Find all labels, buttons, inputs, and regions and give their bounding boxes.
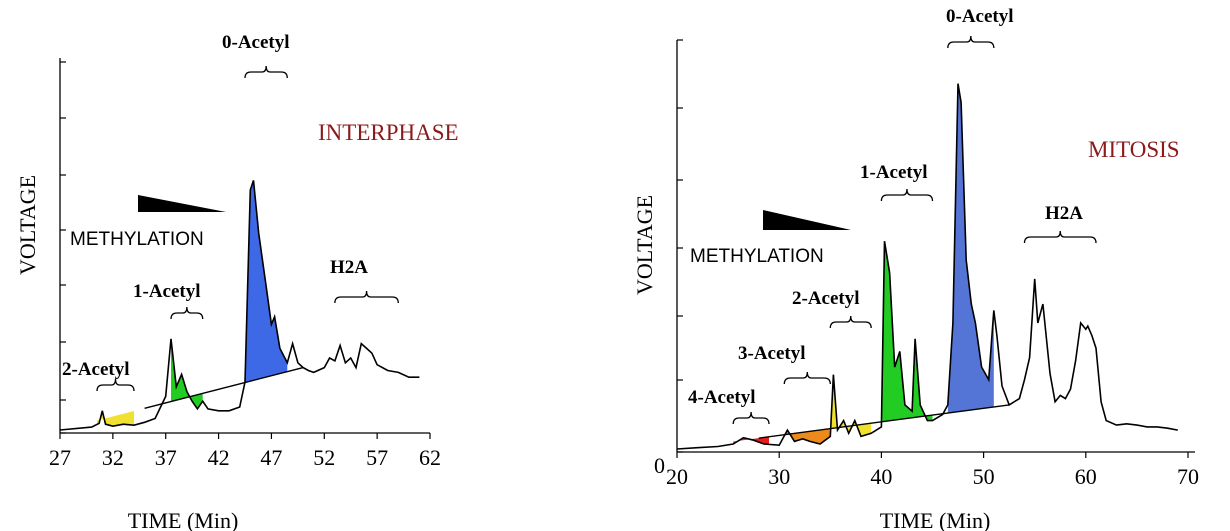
methylation-wedge — [763, 210, 851, 230]
x-tick-label: 70 — [1177, 464, 1199, 489]
acetyl-fills — [97, 180, 304, 427]
acetyl-fill-0-acetyl — [947, 84, 994, 414]
group-label-h2a: H2A — [1045, 203, 1083, 224]
x-tick-label: 32 — [102, 445, 124, 470]
y-ticks — [60, 61, 66, 434]
group-label-2-acetyl: 2-Acetyl — [792, 288, 860, 309]
group-label-2-acetyl: 2-Acetyl — [62, 359, 130, 380]
x-tick-label: 20 — [666, 464, 688, 489]
x-tick-label: 62 — [419, 445, 441, 470]
acetyl-fill-3-acetyl — [784, 428, 831, 444]
group-bracket — [880, 188, 934, 202]
x-axis-title: TIME (Min) — [880, 508, 991, 531]
x-ticks: 20 30 40 50 60 70 — [666, 452, 1199, 489]
y-ticks — [677, 39, 683, 453]
x-tick-label: 60 — [1075, 464, 1097, 489]
group-bracket — [170, 306, 204, 320]
group-bracket — [732, 411, 770, 425]
acetyl-fills — [733, 84, 1010, 445]
phase-title: MITOSIS — [1088, 137, 1180, 162]
group-bracket — [1023, 230, 1097, 244]
x-tick-label: 57 — [366, 445, 388, 470]
group-label-0-acetyl: 0-Acetyl — [222, 32, 290, 53]
acetyl-fill-1-acetyl — [171, 338, 203, 409]
group-bracket — [783, 371, 831, 385]
group-bracket — [334, 290, 399, 304]
methylation-label: METHYLATION — [690, 246, 824, 267]
mitosis-panel: 20 30 40 50 60 70 0 METHYLATION MITOSIS TIME … — [632, 6, 1199, 531]
group-bracket — [96, 378, 135, 392]
x-tick-label: 30 — [768, 464, 790, 489]
group-label-h2a: H2A — [330, 257, 368, 278]
baseline-line — [144, 366, 304, 409]
y-origin-label: 0 — [654, 453, 665, 478]
group-label-1-acetyl: 1-Acetyl — [133, 281, 201, 302]
x-tick-label: 50 — [973, 464, 995, 489]
methylation-wedge — [138, 195, 226, 212]
phase-title: INTERPHASE — [318, 120, 459, 145]
acetyl-fill-1-acetyl — [881, 245, 933, 427]
group-bracket — [947, 35, 995, 49]
y-axis-title: VOLTAGE — [15, 175, 40, 275]
interphase-panel: 27 32 37 42 47 52 57 62 METHYLATION INTERPHASE … — [15, 32, 459, 531]
x-tick-label: 52 — [313, 445, 335, 470]
acetyl-fill-2-acetyl — [830, 374, 872, 437]
x-tick-label: 27 — [49, 445, 71, 470]
group-annotations: 4-Acetyl 3-Acetyl 2-Acetyl 1-Acetyl 0-Acetyl… — [688, 6, 1097, 425]
group-label-4-acetyl: 4-Acetyl — [688, 387, 756, 408]
y-axis-title: VOLTAGE — [632, 195, 657, 295]
chromatogram-trace — [676, 83, 1178, 450]
methylation-label: METHYLATION — [70, 229, 204, 250]
x-tick-label: 42 — [208, 445, 230, 470]
chromatogram-trace — [59, 180, 420, 431]
group-bracket — [829, 315, 872, 329]
x-tick-label: 37 — [155, 445, 177, 470]
acetyl-fill-2-acetyl — [97, 411, 134, 427]
group-label-1-acetyl: 1-Acetyl — [860, 162, 928, 183]
x-axis-title: TIME (Min) — [128, 508, 239, 531]
x-tick-label: 40 — [870, 464, 892, 489]
group-annotations: 2-Acetyl 1-Acetyl 0-Acetyl H2A — [62, 32, 399, 392]
group-label-3-acetyl: 3-Acetyl — [738, 343, 806, 364]
x-ticks: 27 32 37 42 47 52 57 62 — [49, 433, 441, 470]
group-label-0-acetyl: 0-Acetyl — [946, 6, 1014, 27]
group-bracket — [244, 65, 288, 79]
x-tick-label: 47 — [260, 445, 282, 470]
baseline-line — [758, 404, 1010, 439]
